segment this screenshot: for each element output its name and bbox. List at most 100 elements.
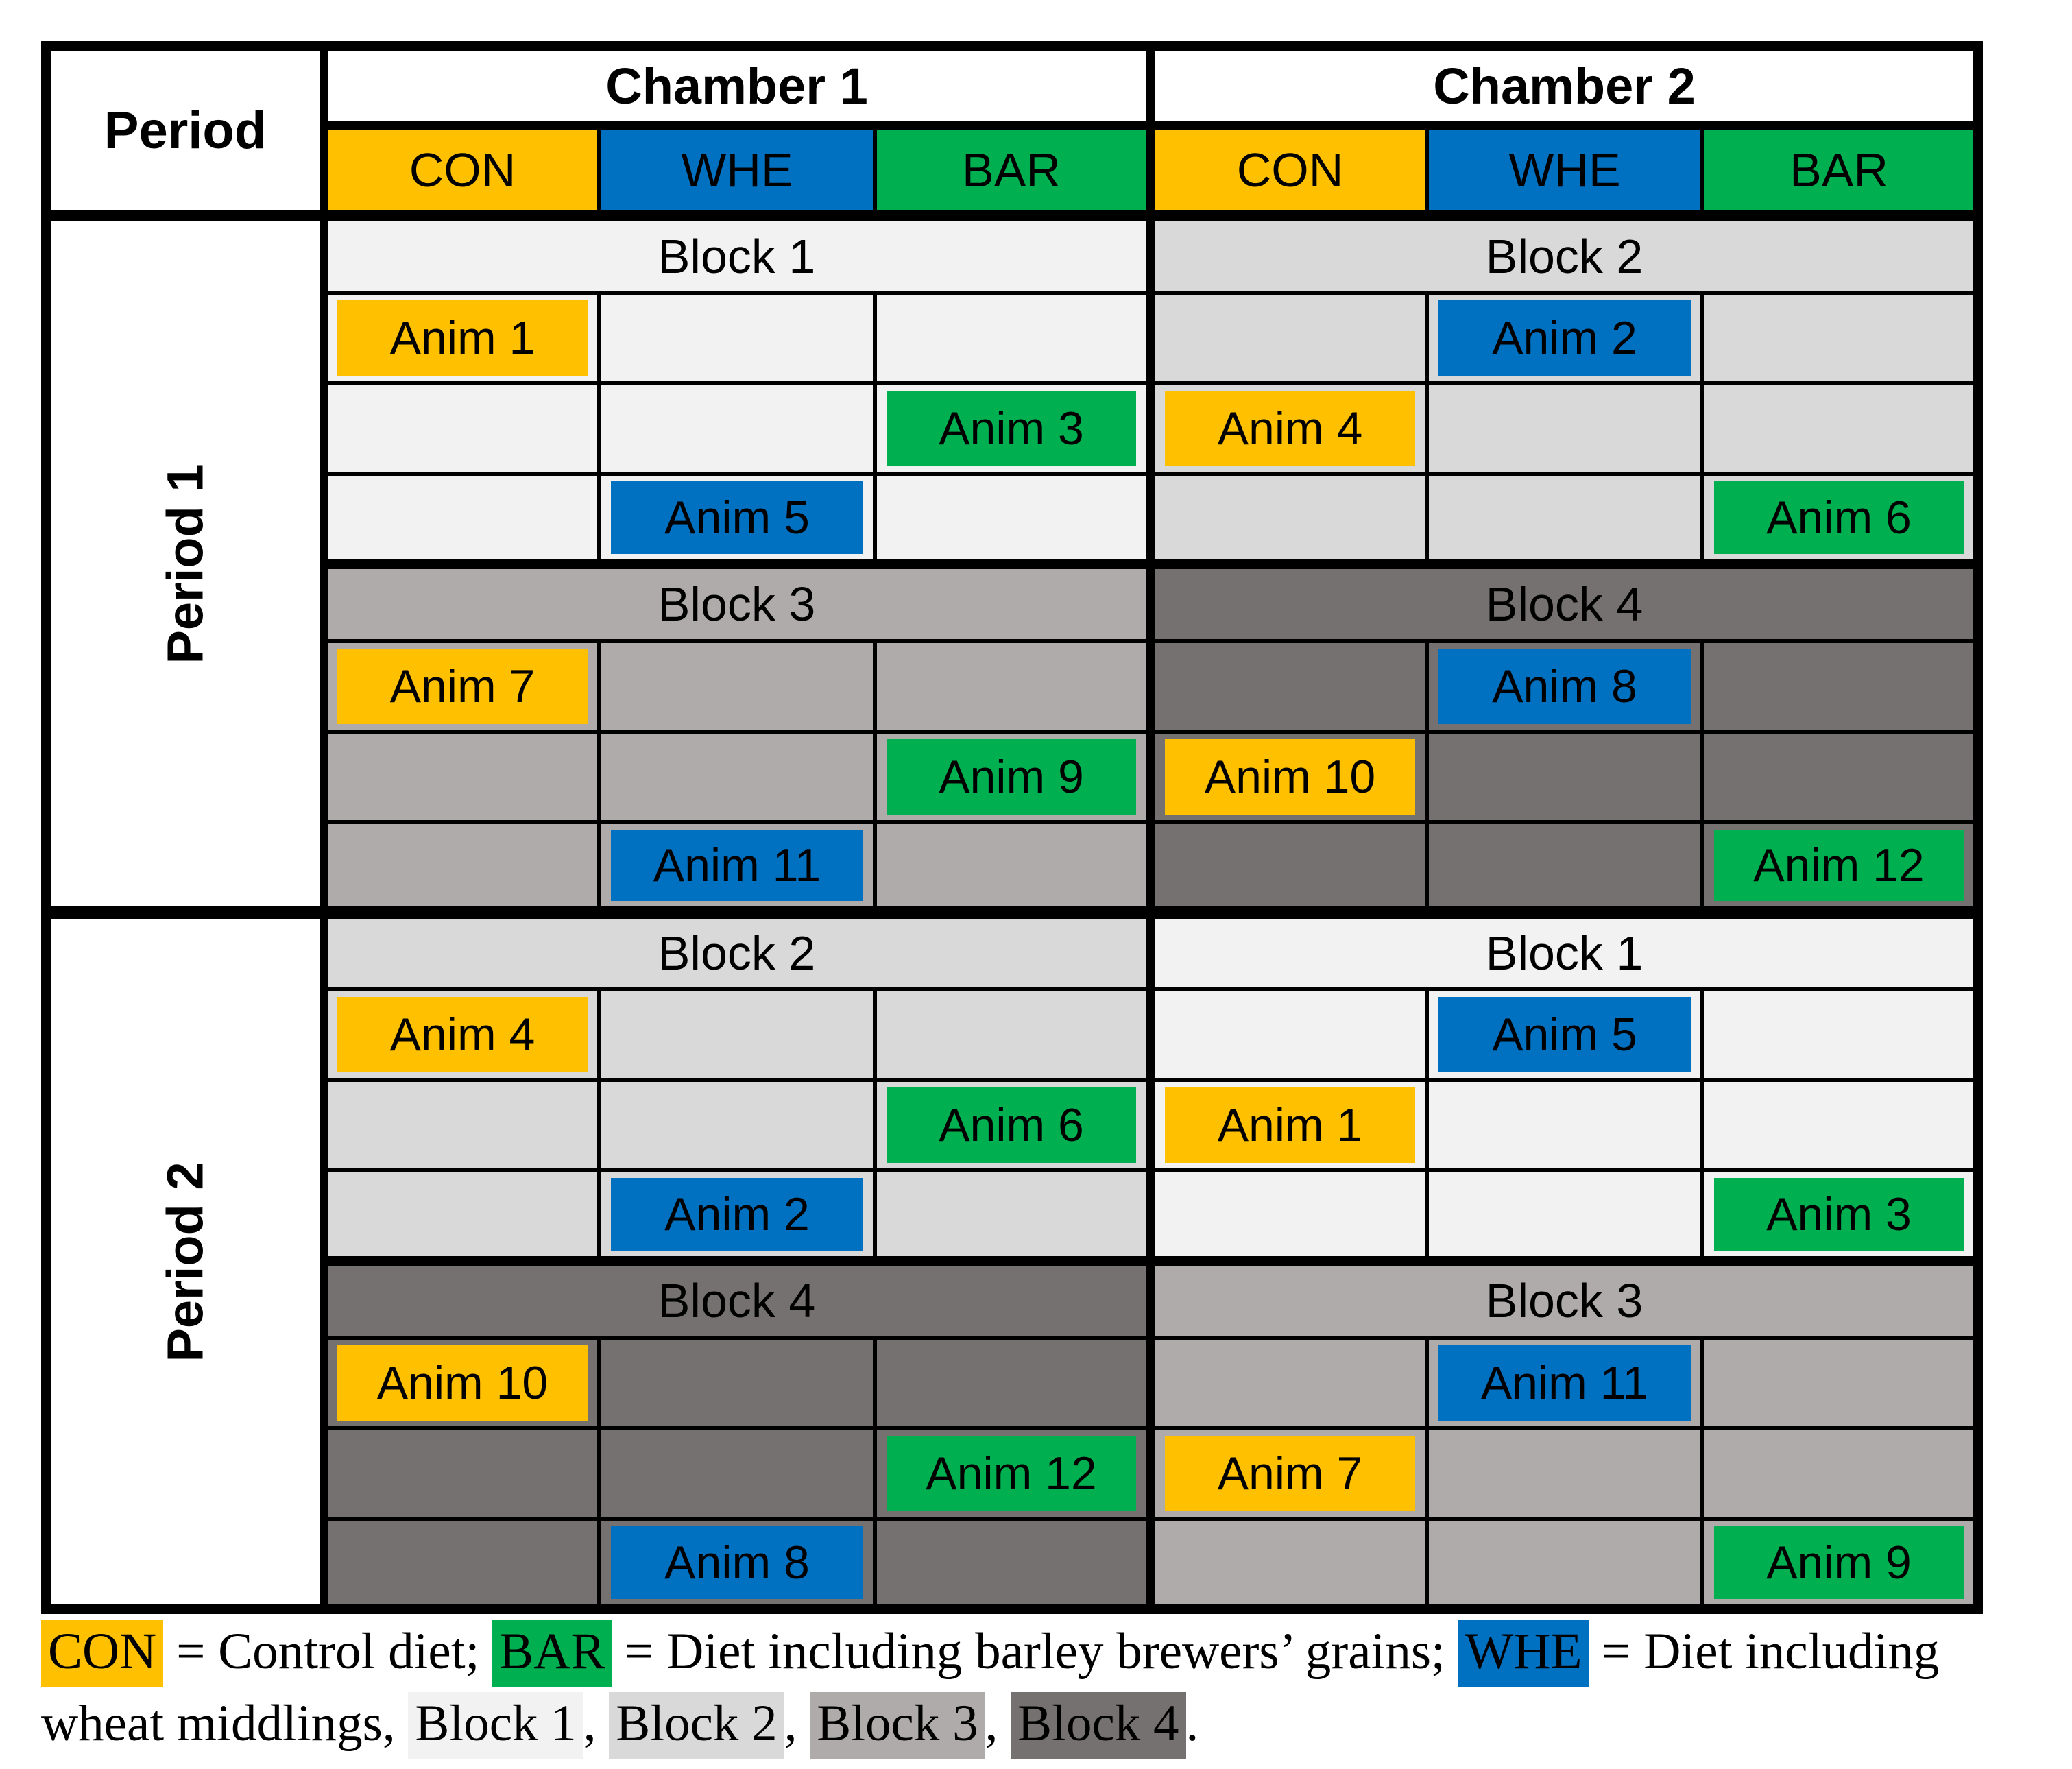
legend-bar-swatch: BAR bbox=[492, 1620, 612, 1687]
legend-con-definition: = Control diet; bbox=[163, 1623, 493, 1680]
empty-cell bbox=[1700, 1336, 1981, 1430]
diet-header-whe-ch1: WHE bbox=[597, 123, 877, 221]
diet-header-bar-ch1: BAR bbox=[872, 123, 1153, 221]
animal-cell: Anim 3 bbox=[872, 381, 1153, 476]
animal-box: Anim 3 bbox=[887, 391, 1137, 466]
animal-box: Anim 10 bbox=[1165, 739, 1416, 815]
legend-whe-definition-cont: wheat middlings, bbox=[41, 1695, 409, 1752]
empty-cell bbox=[597, 1336, 877, 1430]
block-header-cell: Block 3 bbox=[321, 559, 1153, 643]
block-header-cell: Block 1 bbox=[1146, 906, 1981, 991]
animal-box: Anim 12 bbox=[1714, 830, 1964, 901]
figure-caption: CON = Control diet; BAR = Diet including… bbox=[41, 1615, 2064, 1759]
animal-cell: Anim 5 bbox=[597, 472, 877, 566]
empty-cell bbox=[872, 639, 1153, 734]
diet-header-con-ch2: CON bbox=[1146, 123, 1430, 221]
empty-cell bbox=[597, 987, 877, 1082]
empty-cell bbox=[1425, 730, 1705, 824]
empty-cell bbox=[597, 291, 877, 385]
empty-cell bbox=[1146, 291, 1430, 385]
period1-label-cell: Period 1 bbox=[44, 214, 328, 915]
empty-cell bbox=[872, 820, 1153, 915]
block-header-cell: Block 4 bbox=[1146, 559, 1981, 643]
empty-cell bbox=[322, 1426, 601, 1521]
empty-cell bbox=[1700, 381, 1981, 476]
empty-cell bbox=[872, 472, 1153, 566]
animal-cell: Anim 8 bbox=[1425, 639, 1705, 734]
diet-header-bar-ch2: BAR bbox=[1700, 123, 1981, 221]
empty-cell bbox=[322, 381, 601, 476]
legend-whe-swatch: WHE bbox=[1458, 1620, 1589, 1687]
animal-cell: Anim 4 bbox=[322, 987, 601, 1082]
animal-cell: Anim 12 bbox=[872, 1426, 1153, 1521]
empty-cell bbox=[597, 1426, 877, 1521]
animal-cell: Anim 5 bbox=[1425, 987, 1705, 1082]
animal-cell: Anim 6 bbox=[1700, 472, 1981, 566]
animal-cell: Anim 12 bbox=[1700, 820, 1981, 915]
animal-cell: Anim 11 bbox=[1425, 1336, 1705, 1430]
block-header-cell: Block 2 bbox=[321, 906, 1153, 991]
animal-box: Anim 4 bbox=[1165, 391, 1416, 466]
period-header-cell: Period bbox=[44, 44, 328, 221]
animal-cell: Anim 2 bbox=[1425, 291, 1705, 385]
empty-cell bbox=[872, 1168, 1153, 1263]
empty-cell bbox=[872, 987, 1153, 1082]
empty-cell bbox=[1146, 1336, 1430, 1430]
animal-cell: Anim 8 bbox=[597, 1517, 877, 1611]
empty-cell bbox=[1700, 1078, 1981, 1172]
chamber1-header-cell: Chamber 1 bbox=[321, 44, 1153, 130]
empty-cell bbox=[1146, 639, 1430, 734]
empty-cell bbox=[322, 1078, 601, 1172]
empty-cell bbox=[597, 381, 877, 476]
period2-label-cell: Period 2 bbox=[44, 906, 328, 1611]
animal-box: Anim 2 bbox=[1438, 300, 1691, 376]
empty-cell bbox=[1425, 1168, 1705, 1263]
animal-cell: Anim 1 bbox=[322, 291, 601, 385]
empty-cell bbox=[1425, 820, 1705, 915]
legend-whe-definition: = Diet including bbox=[1589, 1623, 1940, 1680]
animal-cell: Anim 9 bbox=[1700, 1517, 1981, 1611]
animal-box: Anim 1 bbox=[1165, 1087, 1416, 1163]
empty-cell bbox=[322, 1517, 601, 1611]
period2-label: Period 2 bbox=[156, 1162, 214, 1362]
block-header-cell: Block 1 bbox=[321, 214, 1153, 295]
diet-header-whe-ch2: WHE bbox=[1425, 123, 1705, 221]
empty-cell bbox=[872, 1517, 1153, 1611]
caption-line-2: wheat middlings, Block 1, Block 2, Block… bbox=[41, 1687, 2064, 1759]
animal-box: Anim 5 bbox=[1438, 997, 1691, 1072]
empty-cell bbox=[1425, 472, 1705, 566]
legend-separator: , bbox=[985, 1695, 1011, 1752]
animal-box: Anim 11 bbox=[611, 830, 863, 901]
legend-block2-swatch: Block 2 bbox=[609, 1692, 784, 1759]
empty-cell bbox=[597, 730, 877, 824]
animal-box: Anim 1 bbox=[337, 300, 588, 376]
empty-cell bbox=[872, 291, 1153, 385]
empty-cell bbox=[322, 730, 601, 824]
block-header-cell: Block 2 bbox=[1146, 214, 1981, 295]
diet-header-con-ch1: CON bbox=[322, 123, 601, 221]
empty-cell bbox=[1700, 639, 1981, 734]
empty-cell bbox=[1700, 291, 1981, 385]
animal-cell: Anim 2 bbox=[597, 1168, 877, 1263]
legend-con-swatch: CON bbox=[41, 1620, 164, 1687]
animal-box: Anim 10 bbox=[337, 1345, 588, 1421]
empty-cell bbox=[1700, 987, 1981, 1082]
animal-box: Anim 5 bbox=[611, 481, 863, 554]
animal-cell: Anim 10 bbox=[1146, 730, 1430, 824]
legend-block1-swatch: Block 1 bbox=[408, 1692, 583, 1759]
empty-cell bbox=[1146, 820, 1430, 915]
empty-cell bbox=[322, 1168, 601, 1263]
empty-cell bbox=[1425, 381, 1705, 476]
animal-cell: Anim 11 bbox=[597, 820, 877, 915]
empty-cell bbox=[1425, 1078, 1705, 1172]
animal-box: Anim 9 bbox=[1714, 1526, 1964, 1599]
animal-box: Anim 9 bbox=[887, 739, 1137, 815]
empty-cell bbox=[322, 820, 601, 915]
design-table: Period Chamber 1 Chamber 2 CON WHE BAR C… bbox=[41, 41, 1984, 1614]
animal-cell: Anim 10 bbox=[322, 1336, 601, 1430]
animal-cell: Anim 7 bbox=[1146, 1426, 1430, 1521]
animal-cell: Anim 1 bbox=[1146, 1078, 1430, 1172]
empty-cell bbox=[1146, 1517, 1430, 1611]
legend-separator: , bbox=[583, 1695, 610, 1752]
legend-bar-definition: = Diet including barley brewers’ grains; bbox=[612, 1623, 1458, 1680]
